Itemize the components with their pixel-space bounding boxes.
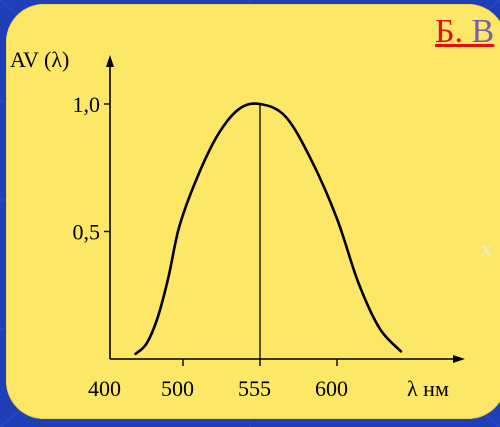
slide-card: [6, 4, 500, 419]
x-tick-label: 600: [315, 376, 348, 401]
y-tick-label: 1,0: [73, 92, 101, 117]
x-axis-label: λ нм: [407, 376, 449, 401]
heading-rest: В: [471, 13, 495, 50]
y-axis-arrow: [106, 55, 114, 67]
side-letter: х: [481, 236, 492, 261]
ticks: 1,0 0,5 400 500 555 600: [73, 92, 349, 401]
y-tick-label: 0,5: [73, 220, 101, 245]
x-axis-arrow: [453, 355, 465, 363]
curve-layer: [134, 102, 403, 359]
axes: [106, 55, 465, 363]
x-tick-label: 500: [161, 376, 194, 401]
x-tick-label: 555: [238, 376, 271, 401]
series-line: [134, 102, 403, 356]
heading-letter: Б.: [435, 13, 464, 50]
x-tick-label: 400: [88, 376, 121, 401]
slide-heading: Б. В: [435, 12, 494, 52]
y-axis-label: AV (λ): [10, 47, 69, 72]
